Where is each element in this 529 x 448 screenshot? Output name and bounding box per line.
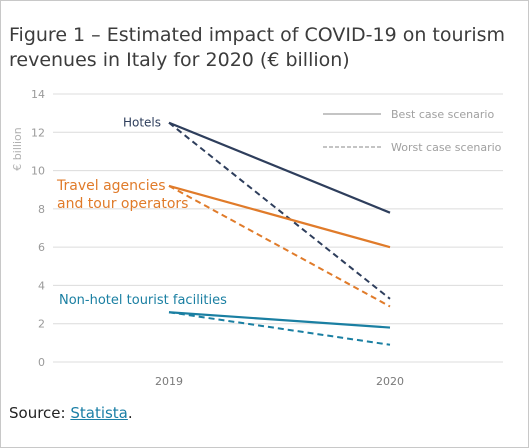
chart-title: Figure 1 – Estimated impact of COVID-19 …	[9, 24, 506, 71]
x-tick-label: 2020	[376, 375, 404, 388]
legend-label: Worst case scenario	[391, 141, 502, 154]
series-label: Hotels	[123, 116, 161, 130]
series-label: Travel agencies and tour operators	[56, 178, 188, 212]
source-link[interactable]: Statista	[70, 404, 128, 422]
y-axis-label: € billion	[11, 127, 24, 170]
series-label: Non-hotel tourist facilities	[59, 293, 227, 308]
y-tick-label: 2	[38, 318, 45, 331]
series-line-worst-hotels	[168, 121, 391, 300]
y-tick-label: 14	[31, 88, 45, 101]
y-tick-label: 6	[38, 241, 45, 254]
x-tick-label: 2019	[155, 375, 183, 388]
y-tick-labels: 0 2 4 6 8 10 12 14	[31, 88, 45, 369]
x-tick-labels: 2019 2020	[155, 375, 404, 388]
line-chart: € billion 0 2 4 6 8 10 12 14 2019 2020 Hotels Tra…	[11, 88, 503, 388]
y-tick-label: 0	[38, 356, 45, 369]
source-note: Source: Statista.	[9, 404, 133, 422]
series-line-best-travel-agencies-and-tour-operators	[168, 184, 391, 249]
y-tick-label: 12	[31, 126, 45, 139]
legend-label: Best case scenario	[391, 108, 494, 121]
source-prefix: Source:	[9, 404, 71, 422]
y-tick-label: 4	[38, 279, 45, 292]
series-line-worst-non-hotel-tourist-facilities	[168, 311, 391, 346]
series-line-best-hotels	[168, 121, 391, 214]
y-tick-label: 10	[31, 165, 45, 178]
series-line-worst-travel-agencies-and-tour-operators	[168, 185, 391, 308]
series-line-best-non-hotel-tourist-facilities	[168, 311, 391, 329]
series-labels: Hotels Travel agencies and tour operators N…	[56, 116, 227, 309]
grid-lines	[53, 93, 503, 363]
source-suffix: .	[127, 404, 133, 422]
series-lines	[168, 121, 391, 346]
legend: Best case scenario Worst case scenario	[323, 108, 502, 154]
y-tick-label: 8	[38, 203, 45, 216]
